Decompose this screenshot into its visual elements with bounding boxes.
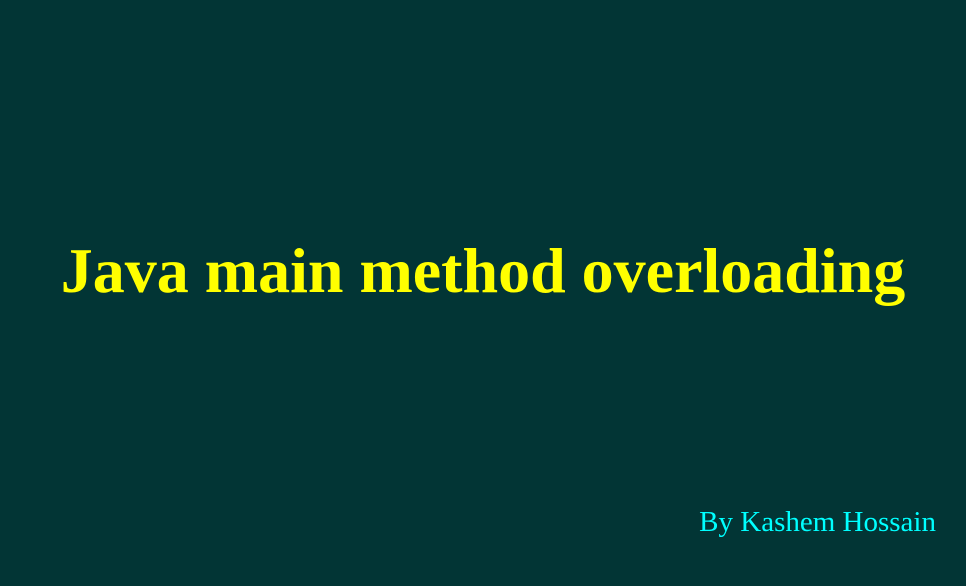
slide-title: Java main method overloading: [60, 235, 906, 306]
slide-author: By Kashem Hossain: [699, 506, 936, 538]
